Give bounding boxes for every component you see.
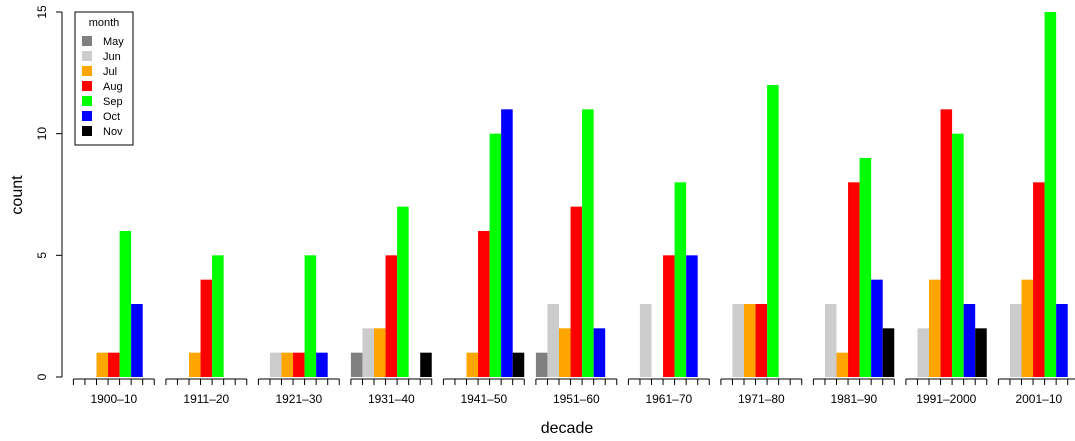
- legend-label-may: May: [103, 36, 124, 48]
- y-tick-label: 15: [35, 5, 49, 19]
- bar-aug-3: [385, 255, 398, 377]
- bar-jun-6: [639, 304, 652, 377]
- bar-jul-10: [1021, 279, 1034, 377]
- bar-sep-2: [304, 255, 317, 377]
- legend-box: [74, 11, 134, 146]
- legend-label-jun: Jun: [103, 51, 121, 63]
- y-tick-label: 0: [35, 373, 49, 380]
- bar-jul-4: [466, 352, 479, 377]
- y-tick-label: 5: [35, 252, 49, 259]
- bar-aug-4: [478, 231, 490, 377]
- legend-label-jul: Jul: [103, 66, 117, 78]
- legend-items: May Jun Jul Aug Sep Oct Nov: [82, 36, 124, 138]
- x-tick-label: 1941–50: [460, 392, 507, 406]
- bar-oct-9: [963, 304, 976, 377]
- bar-jul-7: [744, 304, 756, 377]
- bar-oct-0: [131, 304, 143, 377]
- bar-jun-5: [547, 304, 559, 377]
- bar-aug-5: [570, 206, 583, 377]
- x-tick-label: 1921–30: [275, 392, 322, 406]
- legend-label-aug: Aug: [103, 81, 123, 93]
- bar-oct-2: [316, 352, 328, 377]
- bar-jun-10: [1009, 304, 1022, 377]
- bar-jul-1: [189, 352, 201, 377]
- legend-swatch-nov: [82, 126, 92, 136]
- bar-sep-1: [212, 255, 224, 377]
- bar-sep-8: [859, 158, 872, 377]
- bar-nov-3: [420, 352, 432, 377]
- bar-aug-1: [200, 279, 213, 377]
- bar-aug-2: [293, 352, 305, 377]
- bar-oct-5: [593, 328, 606, 377]
- bar-aug-8: [848, 182, 860, 377]
- bar-may-5: [535, 352, 548, 377]
- bar-aug-7: [755, 304, 768, 377]
- legend-swatch-sep: [82, 96, 92, 106]
- y-tick-label: 10: [35, 127, 49, 141]
- legend-swatch-may: [82, 36, 92, 46]
- bar-oct-4: [501, 109, 513, 377]
- bar-oct-10: [1056, 304, 1068, 377]
- legend-swatch-jun: [82, 51, 92, 61]
- legend-swatch-aug: [82, 81, 92, 91]
- bar-aug-10: [1033, 182, 1045, 377]
- bar-nov-9: [975, 328, 987, 377]
- bar-jul-8: [836, 352, 849, 377]
- bar-sep-10: [1044, 12, 1057, 377]
- x-axis: 1900–10 1911–20 1921–30 1931–40 1941–50 1951–…: [72, 378, 1075, 406]
- x-tick-label: 2001–10: [1015, 392, 1062, 406]
- bar-jul-9: [929, 279, 941, 377]
- legend-label-nov: Nov: [103, 126, 123, 138]
- bar-sep-3: [397, 206, 409, 377]
- bar-nov-8: [882, 328, 895, 377]
- legend-label-oct: Oct: [103, 111, 120, 123]
- bar-jul-5: [559, 328, 571, 377]
- x-axis-title: decade: [541, 420, 594, 437]
- bar-jul-2: [281, 352, 294, 377]
- x-tick-label: 1971–80: [738, 392, 785, 406]
- legend-label-sep: Sep: [103, 96, 123, 108]
- x-tick-label: 1951–60: [553, 392, 600, 406]
- bar-may-3: [350, 352, 363, 377]
- legend-swatch-oct: [82, 111, 92, 121]
- bar-oct-8: [871, 279, 883, 377]
- bar-sep-0: [119, 231, 132, 377]
- bar-aug-9: [940, 109, 953, 377]
- bar-jul-0: [96, 352, 109, 377]
- bar-sep-7: [767, 85, 779, 377]
- bar-sep-5: [582, 109, 594, 377]
- legend-title: month: [89, 17, 120, 29]
- x-tick-label: 1931–40: [368, 392, 415, 406]
- bar-aug-0: [108, 352, 120, 377]
- y-axis-title: count: [9, 175, 26, 215]
- y-axis: 0 5 10 15: [35, 5, 63, 380]
- bar-sep-6: [674, 182, 687, 377]
- bar-aug-6: [663, 255, 675, 377]
- bar-nov-4: [512, 352, 525, 377]
- bar-jul-3: [374, 328, 386, 377]
- x-tick-label: 1911–20: [183, 392, 229, 406]
- x-tick-label: 1900–10: [90, 392, 137, 406]
- bars-layer: [96, 12, 1068, 377]
- bar-jun-8: [824, 304, 837, 377]
- bar-jun-7: [732, 304, 744, 377]
- legend-swatch-jul: [82, 66, 92, 76]
- legend: month May Jun Jul Aug Sep Oct Nov: [74, 11, 134, 146]
- x-tick-label: 1991–2000: [916, 392, 976, 406]
- bar-jun-2: [269, 352, 282, 377]
- bar-sep-4: [489, 133, 502, 377]
- bar-sep-9: [952, 133, 964, 377]
- bar-oct-6: [686, 255, 698, 377]
- bar-jun-3: [362, 328, 374, 377]
- x-tick-label: 1981–90: [830, 392, 877, 406]
- x-tick-label: 1961–70: [645, 392, 692, 406]
- bar-jun-9: [917, 328, 929, 377]
